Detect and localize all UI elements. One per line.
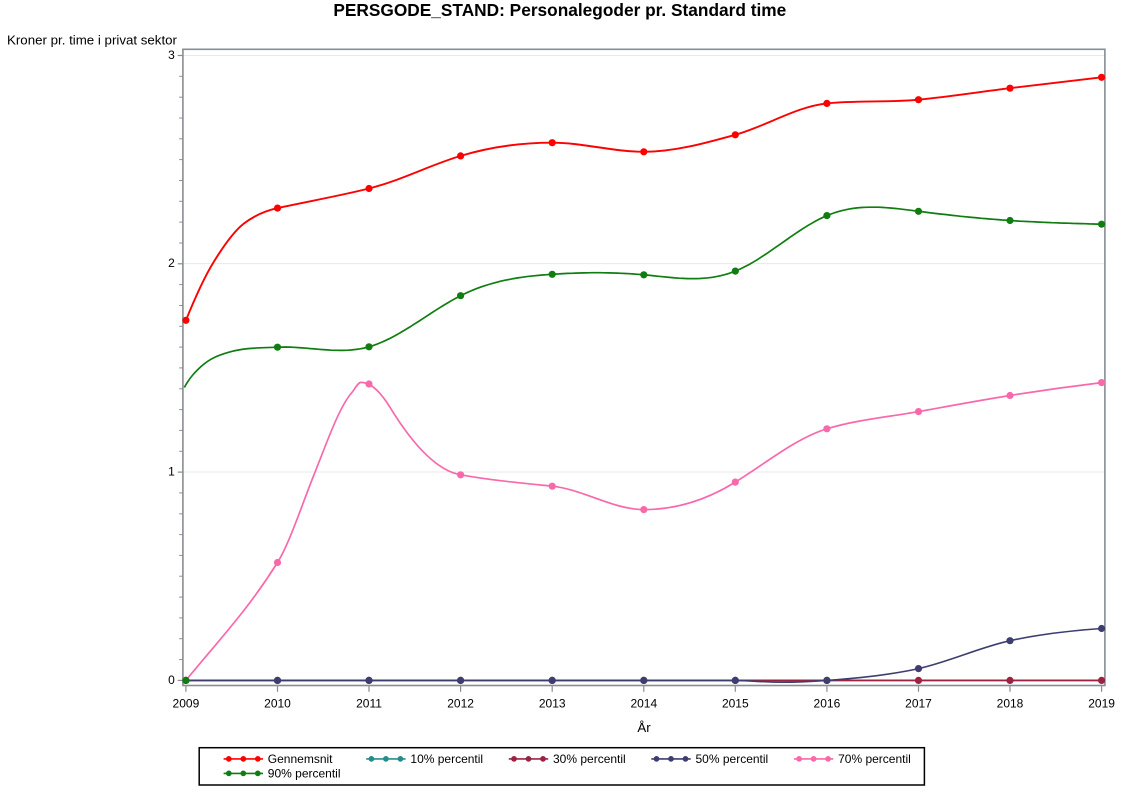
svg-text:Kroner pr. time i privat sekto: Kroner pr. time i privat sektor bbox=[7, 33, 178, 48]
svg-text:70% percentil: 70% percentil bbox=[838, 752, 911, 766]
svg-text:2019: 2019 bbox=[1088, 697, 1115, 711]
svg-text:2015: 2015 bbox=[722, 697, 749, 711]
svg-text:2018: 2018 bbox=[997, 697, 1024, 711]
svg-text:3: 3 bbox=[168, 48, 175, 62]
svg-text:10% percentil: 10% percentil bbox=[410, 752, 483, 766]
svg-text:90% percentil: 90% percentil bbox=[268, 767, 341, 781]
svg-text:2011: 2011 bbox=[356, 697, 382, 711]
svg-text:Gennemsnit: Gennemsnit bbox=[268, 752, 333, 766]
svg-text:2010: 2010 bbox=[264, 697, 291, 711]
svg-text:År: År bbox=[637, 720, 651, 735]
svg-text:2: 2 bbox=[168, 256, 175, 270]
svg-text:PERSGODE_STAND: Personalegoder: PERSGODE_STAND: Personalegoder pr. Stand… bbox=[333, 0, 786, 20]
svg-text:2009: 2009 bbox=[173, 697, 200, 711]
svg-text:0: 0 bbox=[168, 673, 175, 687]
svg-text:2014: 2014 bbox=[630, 697, 657, 711]
svg-text:2016: 2016 bbox=[814, 697, 841, 711]
svg-text:1: 1 bbox=[168, 465, 175, 479]
svg-text:30% percentil: 30% percentil bbox=[553, 752, 626, 766]
svg-text:50% percentil: 50% percentil bbox=[696, 752, 769, 766]
svg-text:2013: 2013 bbox=[539, 697, 566, 711]
svg-text:2017: 2017 bbox=[905, 697, 932, 711]
svg-text:2012: 2012 bbox=[447, 697, 474, 711]
